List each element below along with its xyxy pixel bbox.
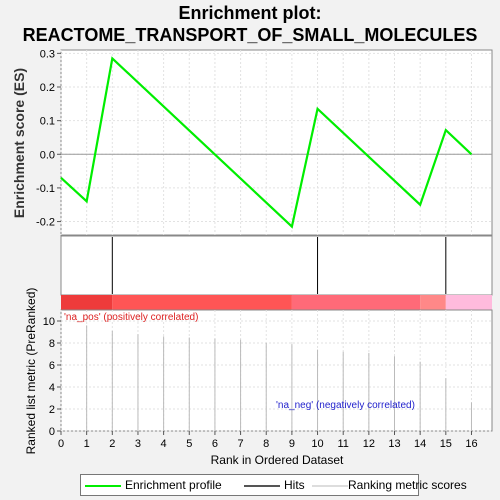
hits-panel — [60, 235, 493, 296]
rl-ytick-label: 10 — [43, 316, 55, 328]
color-bar-segment — [61, 295, 113, 310]
xtick-label: 2 — [109, 438, 115, 450]
es-y-ticks: -0.2 -0.1 0.0 0.1 0.2 0.3 — [36, 48, 61, 229]
color-bar-segment — [420, 295, 446, 310]
es-ytick-label: -0.2 — [36, 217, 55, 229]
xtick-label: 9 — [289, 438, 295, 450]
hit-markers — [111, 237, 447, 294]
xtick-label: 6 — [212, 438, 218, 450]
ranked-list-bars — [86, 325, 472, 431]
es-ytick-label: 0.3 — [40, 48, 55, 60]
ranked-list-panel — [60, 309, 493, 432]
xtick-label: 3 — [135, 438, 141, 450]
xtick-label: 16 — [465, 438, 477, 450]
xtick-label: 12 — [363, 438, 375, 450]
es-ytick-label: 0.1 — [40, 116, 55, 128]
xtick-label: 14 — [414, 438, 426, 450]
ranked-list-y-axis-label: Ranked list metric (PreRanked) — [24, 288, 38, 455]
x-axis-label: Rank in Ordered Dataset — [211, 453, 344, 467]
legend: Enrichment profile Hits Ranking metric s… — [80, 474, 467, 496]
legend-enrichment-profile: Enrichment profile — [125, 478, 222, 492]
xtick-label: 1 — [84, 438, 90, 450]
legend-hits: Hits — [284, 478, 305, 492]
xtick-label: 0 — [58, 438, 64, 450]
legend-enrichment-swatch — [85, 485, 121, 487]
es-gridlines — [60, 50, 492, 235]
ranked-list-y-ticks: 0 2 4 6 8 10 — [43, 316, 61, 438]
es-ytick-label: 0.0 — [40, 149, 55, 161]
rl-ytick-label: 6 — [49, 360, 55, 372]
es-ytick-label: -0.1 — [36, 183, 55, 195]
xtick-label: 8 — [263, 438, 269, 450]
xtick-label: 10 — [311, 438, 323, 450]
xtick-label: 5 — [186, 438, 192, 450]
color-bar-segment — [291, 295, 421, 310]
xtick-label: 11 — [337, 438, 348, 450]
na-pos-label: 'na_pos' (positively correlated) — [64, 312, 198, 323]
rl-ytick-label: 2 — [49, 404, 55, 416]
chart-title-line1: Enrichment plot: — [178, 3, 322, 23]
xtick-label: 13 — [388, 438, 400, 450]
rl-ytick-label: 4 — [49, 382, 55, 394]
color-bar-segment — [445, 295, 492, 310]
xtick-label: 7 — [238, 438, 244, 450]
na-neg-label: 'na_neg' (negatively correlated) — [276, 400, 415, 411]
ranked-list-x-ticks: 0 1 2 3 4 5 6 7 8 9 10 11 12 13 14 15 16 — [58, 431, 478, 450]
legend-hits-swatch — [244, 485, 280, 487]
xtick-label: 15 — [440, 438, 452, 450]
enrichment-profile-line — [60, 56, 473, 229]
rl-ytick-label: 8 — [49, 338, 55, 350]
color-bar-segment — [112, 295, 292, 310]
chart-title-line2: REACTOME_TRANSPORT_OF_SMALL_MOLECULES — [22, 25, 478, 45]
correlation-color-bar — [61, 295, 492, 310]
rl-ytick-label: 0 — [49, 426, 55, 438]
es-ytick-label: 0.2 — [40, 82, 55, 94]
es-y-axis-label: Enrichment score (ES) — [11, 68, 27, 218]
xtick-label: 4 — [161, 438, 167, 450]
legend-ranking-swatch — [312, 485, 348, 487]
es-panel — [60, 49, 493, 236]
legend-ranking-metric: Ranking metric scores — [348, 478, 467, 492]
